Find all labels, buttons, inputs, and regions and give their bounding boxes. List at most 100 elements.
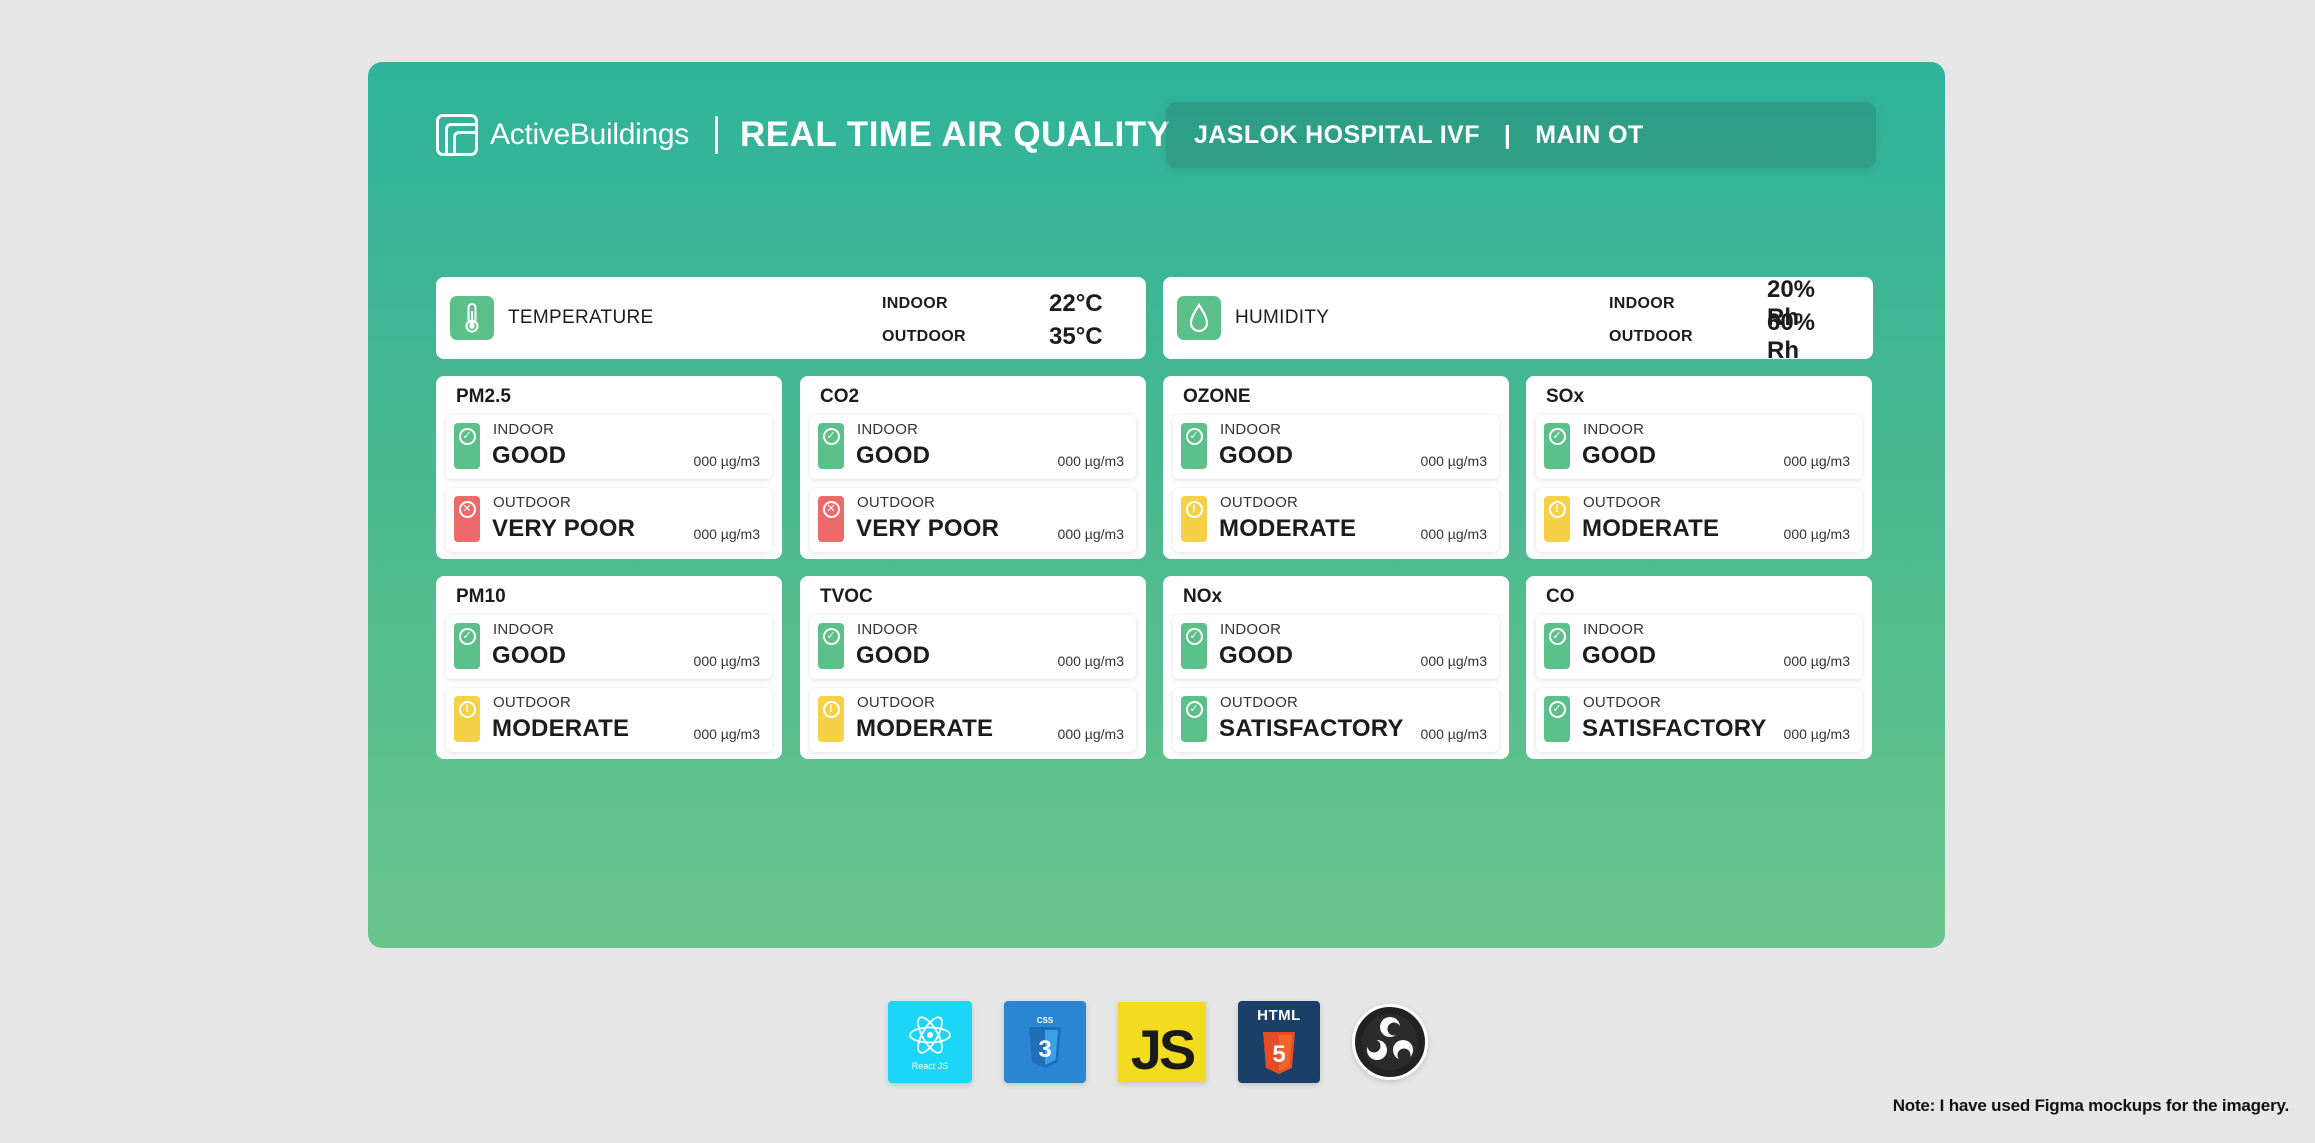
indoor-label: INDOOR bbox=[1583, 621, 1645, 638]
outdoor-status: MODERATE bbox=[1582, 515, 1720, 542]
check-icon: ✓ bbox=[454, 623, 480, 669]
indoor-status: GOOD bbox=[492, 442, 567, 469]
check-icon: ✓ bbox=[1181, 623, 1207, 669]
pollutant-name: SOx bbox=[1546, 386, 1585, 407]
humidity-card: HUMIDITY INDOOR 20% Rh OUTDOOR 60% Rh bbox=[1163, 276, 1873, 364]
outdoor-label: OUTDOOR bbox=[493, 694, 572, 711]
outdoor-reading: ! OUTDOOR MODERATE 000 µg/m3 bbox=[1536, 488, 1862, 552]
indoor-label: INDOOR bbox=[857, 621, 919, 638]
react-label: React JS bbox=[912, 1061, 949, 1071]
outdoor-value: 000 µg/m3 bbox=[1420, 526, 1487, 542]
indoor-reading: ✓ INDOOR GOOD 000 µg/m3 bbox=[1173, 615, 1499, 679]
obs-logo-icon bbox=[1352, 1004, 1428, 1080]
pollutant-name: CO2 bbox=[820, 386, 860, 407]
outdoor-reading: ! OUTDOOR MODERATE 000 µg/m3 bbox=[810, 688, 1136, 752]
check-icon: ✓ bbox=[1544, 423, 1570, 469]
check-icon: ✓ bbox=[454, 423, 480, 469]
indoor-status: GOOD bbox=[1219, 642, 1294, 669]
outdoor-value: 000 µg/m3 bbox=[1420, 726, 1487, 742]
brand-name: ActiveBuildings bbox=[490, 118, 689, 151]
page-title: REAL TIME AIR QUALITY bbox=[739, 115, 1171, 154]
outdoor-status: MODERATE bbox=[492, 715, 630, 742]
indoor-label: INDOOR bbox=[493, 421, 555, 438]
outdoor-status: VERY POOR bbox=[492, 515, 636, 542]
outdoor-value: 000 µg/m3 bbox=[1783, 726, 1850, 742]
indoor-value: 000 µg/m3 bbox=[1420, 653, 1487, 669]
pollutant-name: TVOC bbox=[820, 586, 873, 607]
outdoor-label: OUTDOOR bbox=[1583, 694, 1662, 711]
outdoor-reading: ✕ OUTDOOR VERY POOR 000 µg/m3 bbox=[810, 488, 1136, 552]
indoor-reading: ✓ INDOOR GOOD 000 µg/m3 bbox=[1173, 415, 1499, 479]
outdoor-label: OUTDOOR bbox=[493, 494, 572, 511]
outdoor-value: 000 µg/m3 bbox=[1057, 526, 1124, 542]
pollutant-card-ozone: OZONE ✓ INDOOR GOOD 000 µg/m3 ! OUTDOOR … bbox=[1163, 376, 1509, 559]
outdoor-value: 000 µg/m3 bbox=[693, 526, 760, 542]
humidity-outdoor-label: OUTDOOR bbox=[1609, 327, 1693, 345]
outdoor-reading: ✕ OUTDOOR VERY POOR 000 µg/m3 bbox=[446, 488, 772, 552]
indoor-status: GOOD bbox=[1582, 642, 1657, 669]
pollutant-card-co2: CO2 ✓ INDOOR GOOD 000 µg/m3 ✕ OUTDOOR VE… bbox=[800, 376, 1146, 559]
outdoor-label: OUTDOOR bbox=[1220, 694, 1299, 711]
indoor-status: GOOD bbox=[492, 642, 567, 669]
indoor-label: INDOOR bbox=[1583, 421, 1645, 438]
outdoor-status: VERY POOR bbox=[856, 515, 1000, 542]
indoor-status: GOOD bbox=[1219, 442, 1294, 469]
svg-text:5: 5 bbox=[1272, 1041, 1285, 1068]
pollutant-name: NOx bbox=[1183, 586, 1223, 607]
tech-stack: React JS CSS 3 JS HTML 5 bbox=[888, 1001, 1428, 1083]
temperature-indoor-value: 22°C bbox=[1049, 289, 1103, 317]
pollutant-name: PM10 bbox=[456, 586, 506, 607]
javascript-logo-icon: JS bbox=[1118, 1002, 1206, 1082]
html5-logo-icon: HTML 5 bbox=[1238, 1001, 1320, 1083]
outdoor-value: 000 µg/m3 bbox=[1057, 726, 1124, 742]
humidity-readings: INDOOR 20% Rh OUTDOOR 60% Rh bbox=[1609, 276, 1849, 364]
humidity-outdoor-row: OUTDOOR 60% Rh bbox=[1609, 309, 1849, 364]
indoor-value: 000 µg/m3 bbox=[1057, 653, 1124, 669]
outdoor-label: OUTDOOR bbox=[857, 494, 936, 511]
humidity-outdoor-value: 60% Rh bbox=[1766, 308, 1816, 364]
brand-header: ActiveBuildings REAL TIME AIR QUALITY bbox=[436, 112, 1170, 158]
exclamation-icon: ! bbox=[818, 696, 844, 742]
thermometer-icon bbox=[450, 296, 494, 340]
outdoor-value: 000 µg/m3 bbox=[693, 726, 760, 742]
outdoor-status: SATISFACTORY bbox=[1582, 715, 1767, 742]
indoor-value: 000 µg/m3 bbox=[1783, 653, 1850, 669]
activebuildings-logo-icon bbox=[436, 114, 478, 156]
indoor-status: GOOD bbox=[856, 642, 931, 669]
temperature-card: TEMPERATURE INDOOR 22°C OUTDOOR 35°C bbox=[436, 277, 1146, 359]
indoor-label: INDOOR bbox=[1220, 421, 1282, 438]
indoor-value: 000 µg/m3 bbox=[1783, 453, 1850, 469]
location-separator: | bbox=[1503, 120, 1512, 149]
pollutant-card-sox: SOx ✓ INDOOR GOOD 000 µg/m3 ! OUTDOOR MO… bbox=[1526, 376, 1872, 559]
outdoor-status: MODERATE bbox=[1219, 515, 1357, 542]
js-label: JS bbox=[1130, 1017, 1196, 1081]
dashboard-panel: ActiveBuildings REAL TIME AIR QUALITY JA… bbox=[368, 62, 1945, 948]
html-label: HTML bbox=[1257, 1007, 1301, 1024]
humidity-indoor-label: INDOOR bbox=[1609, 294, 1675, 312]
temperature-outdoor-label: OUTDOOR bbox=[882, 327, 966, 345]
pollutant-card-tvoc: TVOC ✓ INDOOR GOOD 000 µg/m3 ! OUTDOOR M… bbox=[800, 576, 1146, 759]
pollutant-name: OZONE bbox=[1183, 386, 1251, 407]
check-icon: ✓ bbox=[818, 423, 844, 469]
indoor-reading: ✓ INDOOR GOOD 000 µg/m3 bbox=[1536, 615, 1862, 679]
outdoor-reading: ✓ OUTDOOR SATISFACTORY 000 µg/m3 bbox=[1536, 688, 1862, 752]
check-icon: ✓ bbox=[1181, 423, 1207, 469]
outdoor-reading: ✓ OUTDOOR SATISFACTORY 000 µg/m3 bbox=[1173, 688, 1499, 752]
pollutant-card-nox: NOx ✓ INDOOR GOOD 000 µg/m3 ✓ OUTDOOR SA… bbox=[1163, 576, 1509, 759]
check-icon: ✓ bbox=[1544, 623, 1570, 669]
css3-logo-icon: CSS 3 bbox=[1004, 1001, 1086, 1083]
temperature-outdoor-row: OUTDOOR 35°C bbox=[882, 320, 1122, 353]
indoor-reading: ✓ INDOOR GOOD 000 µg/m3 bbox=[1536, 415, 1862, 479]
indoor-reading: ✓ INDOOR GOOD 000 µg/m3 bbox=[810, 415, 1136, 479]
pollutant-card-pm10: PM10 ✓ INDOOR GOOD 000 µg/m3 ! OUTDOOR M… bbox=[436, 576, 782, 759]
humidity-indoor-value: 20% Rh bbox=[1766, 275, 1816, 331]
svg-text:3: 3 bbox=[1038, 1036, 1051, 1063]
indoor-value: 000 µg/m3 bbox=[1420, 453, 1487, 469]
pollutant-card-co: CO ✓ INDOOR GOOD 000 µg/m3 ✓ OUTDOOR SAT… bbox=[1526, 576, 1872, 759]
indoor-label: INDOOR bbox=[857, 421, 919, 438]
indoor-status: GOOD bbox=[1582, 442, 1657, 469]
check-icon: ✓ bbox=[1544, 696, 1570, 742]
exclamation-icon: ! bbox=[1544, 496, 1570, 542]
indoor-reading: ✓ INDOOR GOOD 000 µg/m3 bbox=[446, 415, 772, 479]
temperature-indoor-row: INDOOR 22°C bbox=[882, 287, 1122, 320]
